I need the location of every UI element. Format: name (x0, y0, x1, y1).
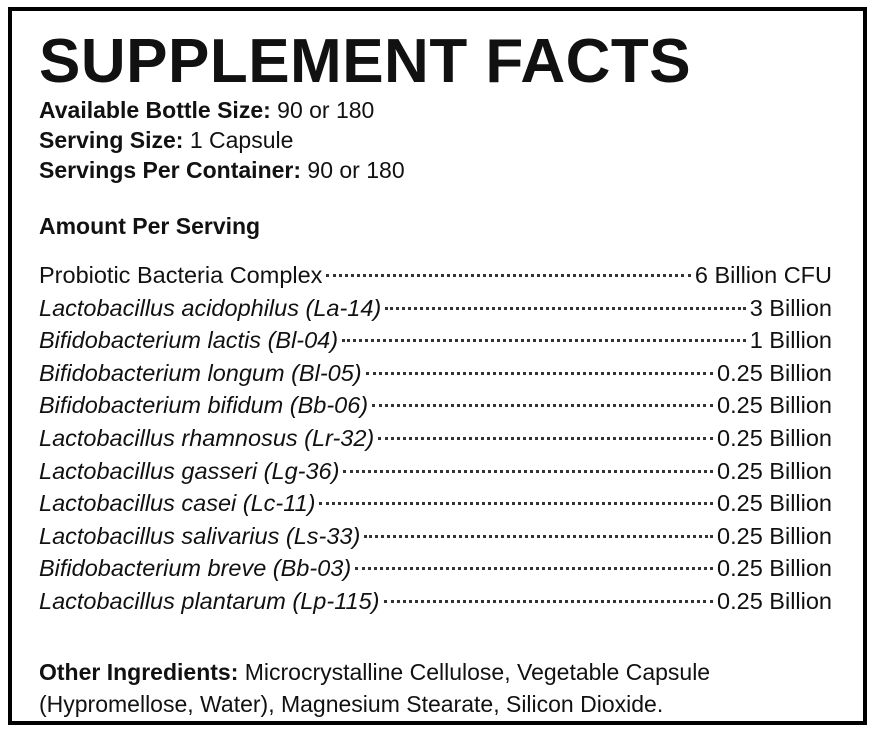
info-line: Available Bottle Size: 90 or 180 (39, 95, 405, 125)
dot-leader (342, 339, 746, 343)
supplement-label: SUPPLEMENT FACTS Available Bottle Size: … (8, 7, 867, 725)
other-ingredients: Other Ingredients: Microcrystalline Cell… (39, 656, 854, 720)
ingredient-name: Lactobacillus gasseri (Lg-36) (39, 457, 340, 484)
ingredient-name: Lactobacillus plantarum (Lp-115) (39, 587, 380, 614)
ingredient-amount: 0.25 Billion (717, 359, 832, 386)
dot-leader (383, 599, 714, 603)
title: SUPPLEMENT FACTS (39, 27, 692, 96)
ingredient-row: Lactobacillus acidophilus (La-14) 3 Billi… (39, 292, 832, 325)
ingredient-name: Bifidobacterium longum (Bl-05) (39, 359, 362, 386)
other-label: Other Ingredients: (39, 659, 239, 685)
ingredient-name: Lactobacillus casei (Lc-11) (39, 490, 316, 517)
info-value: 1 Capsule (189, 127, 294, 153)
ingredient-name: Probiotic Bacteria Complex (39, 262, 323, 288)
dot-leader (319, 502, 714, 506)
ingredient-row: Bifidobacterium longum (Bl-05) 0.25 Billi… (39, 357, 832, 390)
info-label: Servings Per Container: (39, 157, 302, 183)
ingredient-row: Lactobacillus salivarius (Ls-33) 0.25 Bil… (39, 520, 832, 553)
ingredient-amount: 0.25 Billion (717, 555, 832, 582)
ingredient-row: Lactobacillus casei (Lc-11) 0.25 Billion (39, 487, 832, 520)
dot-leader (326, 274, 691, 277)
info-label: Serving Size: (39, 127, 184, 153)
dot-leader (378, 436, 714, 440)
ingredient-name: Bifidobacterium breve (Bb-03) (39, 555, 352, 582)
info-label: Available Bottle Size: (39, 97, 271, 123)
ingredient-amount: 0.25 Billion (717, 392, 832, 419)
dot-leader (385, 306, 746, 310)
dot-leader (365, 371, 714, 375)
info-line: Servings Per Container: 90 or 180 (39, 155, 405, 185)
ingredient-amount: 0.25 Billion (717, 457, 832, 484)
ingredient-name: Lactobacillus acidophilus (La-14) (39, 294, 382, 321)
ingredient-amount: 0.25 Billion (717, 490, 832, 517)
ingredient-amount: 3 Billion (749, 294, 832, 321)
amount-heading: Amount Per Serving (39, 213, 261, 239)
other-text: Microcrystalline Cellulose, Vegetable Ca… (39, 659, 711, 717)
dot-leader (355, 567, 714, 571)
ingredient-row: Lactobacillus rhamnosus (Lr-32) 0.25 Bill… (39, 422, 832, 455)
ingredient-amount: 0.25 Billion (717, 522, 832, 549)
dot-leader (372, 404, 714, 408)
ingredient-name: Lactobacillus salivarius (Ls-33) (39, 522, 361, 549)
ingredient-name: Bifidobacterium bifidum (Bb-06) (39, 392, 369, 419)
ingredient-row: Bifidobacterium breve (Bb-03) 0.25 Billio… (39, 552, 832, 585)
ingredient-amount: 0.25 Billion (717, 424, 832, 451)
dot-leader (364, 534, 714, 538)
ingredient-amount: 0.25 Billion (717, 587, 832, 614)
ingredient-amount: 6 Billion CFU (694, 262, 832, 288)
ingredient-row: Lactobacillus plantarum (Lp-115) 0.25 Bil… (39, 585, 832, 618)
ingredient-row: Bifidobacterium bifidum (Bb-06) 0.25 Bill… (39, 389, 832, 422)
info-value: 90 or 180 (307, 157, 405, 183)
ingredient-name: Lactobacillus rhamnosus (Lr-32) (39, 424, 375, 451)
ingredient-amount: 1 Billion (749, 327, 832, 354)
ingredient-row: Lactobacillus gasseri (Lg-36) 0.25 Billio… (39, 455, 832, 488)
ingredient-rows: Probiotic Bacteria Complex 6 Billion CFU L… (39, 259, 832, 618)
ingredient-row: Probiotic Bacteria Complex 6 Billion CFU (39, 259, 832, 292)
dot-leader (343, 469, 714, 473)
ingredient-name: Bifidobacterium lactis (Bl-04) (39, 327, 339, 354)
info-line: Serving Size: 1 Capsule (39, 125, 405, 155)
info-value: 90 or 180 (277, 97, 375, 123)
info: Available Bottle Size: 90 or 180 Serving … (39, 95, 405, 185)
ingredient-row: Bifidobacterium lactis (Bl-04) 1 Billion (39, 324, 832, 357)
